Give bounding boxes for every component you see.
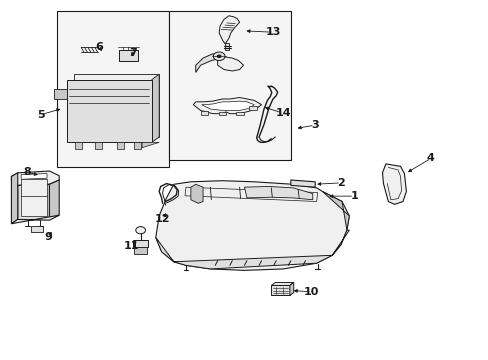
Polygon shape bbox=[18, 184, 49, 220]
Polygon shape bbox=[322, 192, 348, 230]
Text: 3: 3 bbox=[310, 120, 318, 130]
Polygon shape bbox=[11, 171, 59, 185]
Polygon shape bbox=[74, 74, 159, 137]
Text: 13: 13 bbox=[265, 27, 281, 37]
Text: 6: 6 bbox=[95, 42, 103, 51]
Polygon shape bbox=[142, 142, 159, 148]
Polygon shape bbox=[271, 285, 289, 296]
Text: 2: 2 bbox=[337, 178, 344, 188]
Polygon shape bbox=[290, 180, 315, 187]
Polygon shape bbox=[21, 174, 47, 179]
Polygon shape bbox=[382, 164, 406, 204]
Polygon shape bbox=[11, 173, 18, 224]
Polygon shape bbox=[271, 283, 293, 285]
Circle shape bbox=[216, 54, 221, 58]
Polygon shape bbox=[49, 180, 59, 220]
Polygon shape bbox=[244, 186, 312, 200]
Polygon shape bbox=[117, 142, 123, 149]
Polygon shape bbox=[134, 247, 147, 254]
Polygon shape bbox=[21, 179, 47, 216]
Polygon shape bbox=[75, 142, 82, 149]
Polygon shape bbox=[95, 142, 102, 149]
Polygon shape bbox=[134, 142, 141, 149]
Text: 8: 8 bbox=[23, 167, 31, 177]
Text: 4: 4 bbox=[426, 153, 434, 163]
Polygon shape bbox=[225, 43, 229, 50]
Polygon shape bbox=[133, 239, 148, 247]
Polygon shape bbox=[248, 107, 256, 110]
Text: 5: 5 bbox=[37, 110, 44, 120]
Text: 9: 9 bbox=[44, 232, 52, 242]
Polygon shape bbox=[195, 54, 222, 72]
Text: 14: 14 bbox=[275, 108, 291, 118]
Circle shape bbox=[213, 52, 224, 60]
Text: 1: 1 bbox=[349, 191, 357, 201]
Polygon shape bbox=[200, 111, 208, 115]
Text: 10: 10 bbox=[304, 287, 319, 297]
Polygon shape bbox=[289, 283, 293, 296]
Polygon shape bbox=[152, 74, 159, 142]
Polygon shape bbox=[193, 98, 261, 114]
Bar bbox=[31, 226, 43, 232]
Polygon shape bbox=[66, 80, 152, 142]
Polygon shape bbox=[11, 215, 59, 224]
Polygon shape bbox=[217, 57, 243, 71]
Bar bbox=[119, 50, 138, 61]
Polygon shape bbox=[219, 16, 239, 44]
Circle shape bbox=[136, 226, 145, 234]
Polygon shape bbox=[54, 89, 66, 99]
Text: 12: 12 bbox=[155, 215, 170, 224]
Polygon shape bbox=[190, 184, 203, 203]
Polygon shape bbox=[156, 230, 348, 269]
Text: 11: 11 bbox=[123, 241, 139, 251]
Polygon shape bbox=[201, 101, 254, 111]
Bar bbox=[168, 12, 290, 160]
Text: 7: 7 bbox=[129, 48, 137, 58]
Polygon shape bbox=[184, 187, 317, 202]
Polygon shape bbox=[218, 112, 226, 116]
Bar bbox=[57, 12, 168, 167]
Polygon shape bbox=[156, 181, 348, 270]
Polygon shape bbox=[235, 112, 243, 116]
